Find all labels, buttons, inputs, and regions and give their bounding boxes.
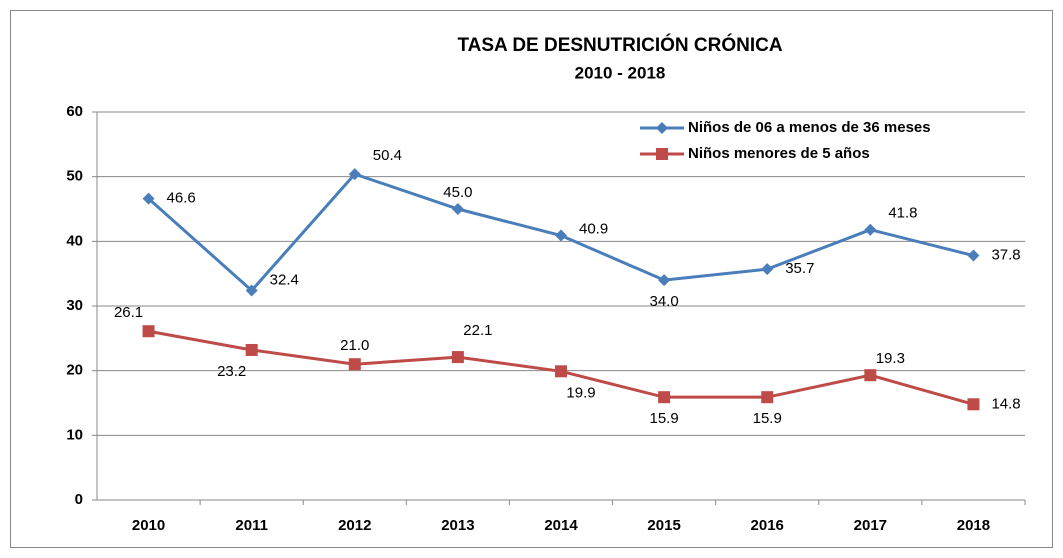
marker xyxy=(451,351,464,364)
legend-label: Niños menores de 5 años xyxy=(688,145,870,162)
marker xyxy=(656,148,668,160)
x-tick-label: 2016 xyxy=(751,517,784,534)
data-label: 35.7 xyxy=(785,260,814,277)
data-label: 15.9 xyxy=(650,410,679,427)
data-label: 19.3 xyxy=(876,350,905,367)
chart-frame xyxy=(10,10,1053,548)
marker xyxy=(864,223,877,236)
marker xyxy=(761,263,774,276)
data-label: 23.2 xyxy=(217,363,246,380)
marker xyxy=(761,391,774,404)
legend-label: Niños de 06 a menos de 36 meses xyxy=(688,119,931,136)
data-label: 45.0 xyxy=(443,184,472,201)
y-tick-label: 0 xyxy=(75,491,83,508)
marker xyxy=(142,192,155,205)
x-tick-label: 2017 xyxy=(854,517,887,534)
marker xyxy=(451,203,464,215)
marker xyxy=(245,284,258,297)
data-label: 34.0 xyxy=(650,293,679,310)
data-label: 26.1 xyxy=(114,304,143,321)
x-tick-label: 2013 xyxy=(441,517,474,534)
y-tick-label: 10 xyxy=(66,426,83,443)
x-tick-label: 2012 xyxy=(338,517,371,534)
y-tick-label: 40 xyxy=(66,232,83,249)
y-tick-label: 50 xyxy=(66,168,83,185)
marker xyxy=(555,229,567,242)
data-label: 15.9 xyxy=(753,410,782,427)
x-tick-label: 2018 xyxy=(957,517,990,534)
data-label: 37.8 xyxy=(991,247,1020,264)
data-label: 21.0 xyxy=(340,337,369,354)
chart-title: TASA DE DESNUTRICIÓN CRÓNICA xyxy=(457,34,782,56)
marker xyxy=(967,249,980,262)
data-label: 41.8 xyxy=(888,205,917,222)
marker xyxy=(555,365,567,378)
marker xyxy=(967,398,980,411)
marker xyxy=(348,168,361,181)
marker xyxy=(142,325,155,338)
x-tick-label: 2015 xyxy=(647,517,680,534)
marker xyxy=(864,369,877,382)
data-label: 46.6 xyxy=(167,190,196,207)
x-tick-label: 2010 xyxy=(132,517,165,534)
x-tick-label: 2014 xyxy=(544,517,578,534)
data-label: 40.9 xyxy=(579,220,608,237)
marker xyxy=(245,343,258,356)
chart-subtitle: 2010 - 2018 xyxy=(575,63,666,82)
data-label: 32.4 xyxy=(270,271,299,288)
data-label: 50.4 xyxy=(373,147,402,164)
marker xyxy=(656,122,668,134)
data-label: 14.8 xyxy=(991,395,1020,412)
x-tick-label: 2011 xyxy=(235,517,268,534)
marker xyxy=(658,274,671,287)
marker xyxy=(348,358,361,371)
y-tick-label: 60 xyxy=(66,103,83,120)
data-label: 19.9 xyxy=(566,384,595,401)
y-tick-label: 30 xyxy=(66,297,83,314)
y-tick-label: 20 xyxy=(66,362,83,379)
data-label: 22.1 xyxy=(463,322,492,339)
marker xyxy=(658,391,671,404)
